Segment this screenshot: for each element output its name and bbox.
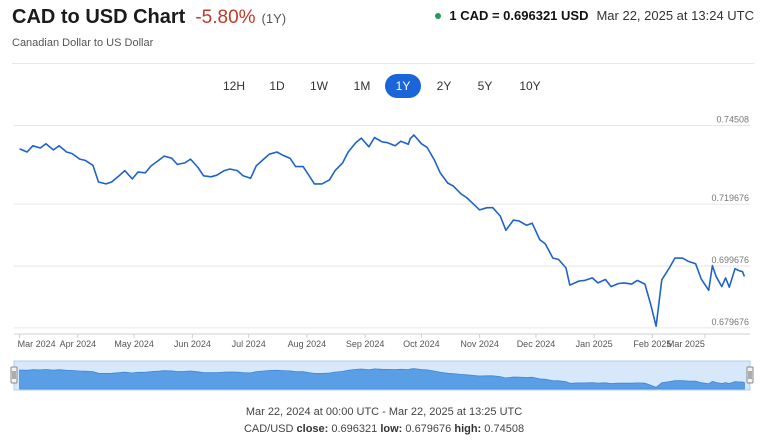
range-navigator[interactable]	[10, 360, 754, 391]
x-tick-label: Nov 2024	[460, 339, 499, 349]
header-divider	[12, 63, 754, 64]
navigator-left-handle[interactable]	[10, 366, 18, 384]
x-tick-label: Jun 2024	[174, 339, 211, 349]
navigator-right-handle[interactable]	[746, 366, 754, 384]
low-label: low:	[380, 423, 403, 435]
tab-10y[interactable]: 10Y	[519, 79, 541, 93]
x-tick-label: Aug 2024	[288, 339, 327, 349]
series-line	[19, 134, 746, 328]
tab-2y[interactable]: 2Y	[436, 79, 452, 93]
period-label: (1Y)	[261, 11, 287, 26]
x-tick-label: Feb 2025	[633, 339, 671, 349]
pair-label: CAD/USD	[243, 423, 294, 435]
tab-1w[interactable]: 1W	[310, 79, 328, 93]
y-tick-label: 0.679676	[711, 317, 749, 327]
live-quote: 1 CAD = 0.696321 USD Mar 22, 2025 at 13:…	[435, 8, 754, 23]
title-row: CAD to USD Chart -5.80% (1Y)	[12, 6, 286, 29]
x-tick-label: Sep 2024	[346, 339, 385, 349]
chart-header: CAD to USD Chart -5.80% (1Y) Canadian Do…	[12, 4, 754, 60]
page-subtitle: Canadian Dollar to US Dollar	[12, 37, 154, 49]
x-tick-label: Oct 2024	[403, 339, 440, 349]
x-tick-label: Mar 2024	[18, 339, 56, 349]
y-axis: 0.74508 0.719676 0.699676 0.679676	[711, 114, 749, 326]
x-tick-label: May 2024	[114, 339, 154, 349]
x-tick-label: Jan 2025	[576, 339, 613, 349]
close-value: 0.696321	[331, 423, 378, 435]
y-tick-label: 0.719676	[711, 193, 749, 203]
x-tick-label: Mar 2025	[667, 339, 705, 349]
low-value: 0.679676	[405, 423, 452, 435]
y-tick-label: 0.699676	[711, 255, 749, 265]
rate-value: 1 CAD = 0.696321 USD	[449, 8, 589, 23]
x-tick-label: Apr 2024	[60, 339, 97, 349]
x-axis: Mar 2024 Apr 2024 May 2024 Jun 2024 Jul 2024…	[18, 334, 706, 349]
x-tick-label: Dec 2024	[517, 339, 556, 349]
live-dot-icon	[435, 12, 442, 19]
high-value: 0.74508	[484, 423, 525, 435]
x-tick-label: Jul 2024	[232, 339, 266, 349]
navigator-area	[19, 368, 745, 390]
chart-series	[19, 134, 746, 328]
high-label: high:	[454, 423, 482, 435]
y-tick-label: 0.74508	[716, 114, 749, 124]
date-range-text: Mar 22, 2024 at 00:00 UTC - Mar 22, 2025…	[245, 406, 523, 418]
price-chart[interactable]: 0.74508 0.719676 0.699676 0.679676 Mar 2024…	[0, 0, 768, 400]
page-title: CAD to USD Chart	[12, 6, 186, 28]
tab-5y[interactable]: 5Y	[477, 79, 493, 93]
tab-12h[interactable]: 12H	[222, 79, 245, 93]
rate-timestamp: Mar 22, 2025 at 13:24 UTC	[596, 8, 754, 23]
summary-stats: CAD/USD close: 0.696321 low: 0.679676 hi…	[0, 423, 768, 435]
tab-1y[interactable]: 1Y	[385, 74, 421, 98]
close-label: close:	[296, 423, 329, 435]
change-percent: -5.80%	[195, 7, 256, 28]
tab-1d[interactable]: 1D	[269, 79, 285, 93]
tab-1m[interactable]: 1M	[353, 79, 371, 93]
chart-grid	[14, 124, 750, 335]
